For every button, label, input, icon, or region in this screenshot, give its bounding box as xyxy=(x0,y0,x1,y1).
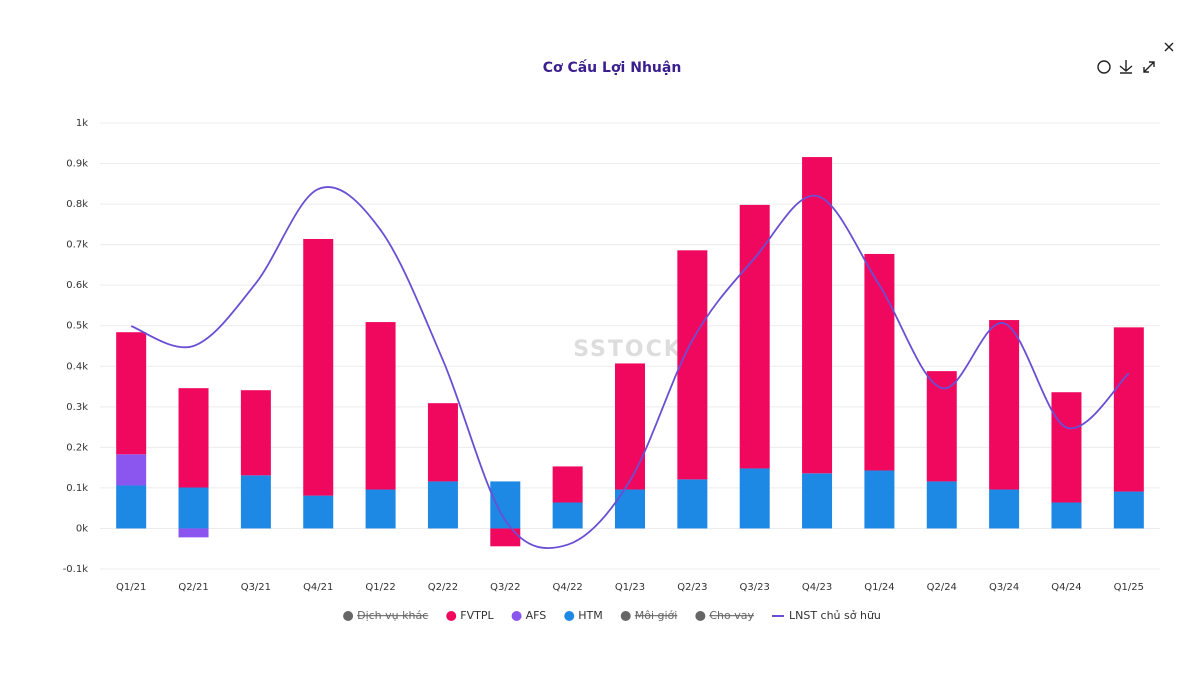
legend-label: FVTPL xyxy=(460,609,494,622)
y-tick-label: 1k xyxy=(76,118,88,129)
y-tick-label: 0.4k xyxy=(66,361,88,372)
bar xyxy=(615,363,645,490)
x-tick-label: Q1/21 xyxy=(116,582,146,593)
legend-label: Dịch vụ khác xyxy=(357,609,428,622)
bar xyxy=(926,481,957,529)
bar xyxy=(864,253,895,471)
x-tick-label: Q2/23 xyxy=(677,582,707,593)
legend-swatch xyxy=(564,611,575,621)
download-icon[interactable] xyxy=(1119,60,1133,74)
bar xyxy=(1113,491,1144,529)
legend-swatch xyxy=(343,611,354,621)
bar xyxy=(427,403,458,482)
x-tick-label: Q3/22 xyxy=(490,582,520,593)
help-icon[interactable] xyxy=(1097,60,1111,74)
x-tick-label: Q1/22 xyxy=(365,582,395,593)
legend-swatch xyxy=(620,611,631,621)
legend-swatch xyxy=(446,611,457,621)
x-tick-label: Q1/24 xyxy=(864,582,894,593)
y-tick-label: 0k xyxy=(76,523,88,534)
x-tick-label: Q2/22 xyxy=(428,582,458,593)
bar xyxy=(178,388,209,488)
bar xyxy=(116,485,147,529)
y-tick-label: 0.5k xyxy=(66,321,88,332)
close-icon[interactable] xyxy=(1164,42,1174,52)
bar xyxy=(365,322,396,490)
bar xyxy=(178,528,209,538)
bar xyxy=(677,250,708,480)
y-tick-label: 0.8k xyxy=(66,199,88,210)
bar xyxy=(365,489,396,529)
legend-label: Cho vay xyxy=(709,609,754,622)
bar xyxy=(178,487,209,529)
bar xyxy=(989,489,1020,529)
legend-swatch xyxy=(511,611,522,621)
bar xyxy=(1051,502,1082,529)
x-tick-label: Q3/24 xyxy=(989,582,1019,593)
x-tick-label: Q2/21 xyxy=(178,582,208,593)
bar xyxy=(802,157,833,474)
bar xyxy=(1051,392,1082,503)
x-tick-label: Q4/21 xyxy=(303,582,333,593)
y-tick-label: 0.9k xyxy=(66,159,88,170)
bar xyxy=(739,468,770,529)
y-tick-label: 0.1k xyxy=(66,483,88,494)
bar xyxy=(552,502,583,529)
x-tick-label: Q3/21 xyxy=(241,582,271,593)
bar xyxy=(240,475,271,529)
y-tick-label: 0.2k xyxy=(66,442,88,453)
bar xyxy=(1113,327,1144,492)
bar xyxy=(303,238,334,496)
watermark: SSTOCK xyxy=(573,337,683,362)
x-tick-label: Q1/23 xyxy=(615,582,645,593)
bar xyxy=(802,473,833,529)
toolbar xyxy=(1097,42,1174,74)
bar xyxy=(427,481,458,529)
x-tick-label: Q1/25 xyxy=(1114,582,1144,593)
x-tick-label: Q3/23 xyxy=(740,582,770,593)
legend-label: Môi giới xyxy=(635,609,678,622)
x-tick-label: Q4/24 xyxy=(1051,582,1081,593)
y-tick-label: 0.3k xyxy=(66,402,88,413)
chart-title: Cơ Cấu Lợi Nhuận xyxy=(543,59,682,76)
bar xyxy=(739,204,770,469)
legend: Dịch vụ khác FVTPL AFS HTM Môi giới Cho vay LN… xyxy=(343,609,881,622)
bar xyxy=(490,528,521,547)
legend-label: AFS xyxy=(526,609,547,622)
bar xyxy=(989,320,1020,490)
legend-swatch xyxy=(695,611,706,621)
legend-label: HTM xyxy=(578,609,602,622)
bar xyxy=(116,454,147,486)
y-tick-label: 0.7k xyxy=(66,240,88,251)
line xyxy=(130,186,1130,550)
x-tick-label: Q2/24 xyxy=(927,582,957,593)
y-tick-label: -0.1k xyxy=(63,564,89,575)
legend-label: LNST chủ sở hữu xyxy=(789,609,881,622)
x-tick-label: Q4/22 xyxy=(552,582,582,593)
bar xyxy=(240,390,271,476)
x-tick-label: Q4/23 xyxy=(802,582,832,593)
bar xyxy=(303,495,334,529)
expand-icon[interactable] xyxy=(1143,61,1155,73)
bar xyxy=(926,371,957,482)
bar xyxy=(552,466,583,503)
bar xyxy=(116,332,147,455)
bar xyxy=(677,479,708,529)
y-tick-label: 0.6k xyxy=(66,280,88,291)
bar xyxy=(864,470,895,529)
